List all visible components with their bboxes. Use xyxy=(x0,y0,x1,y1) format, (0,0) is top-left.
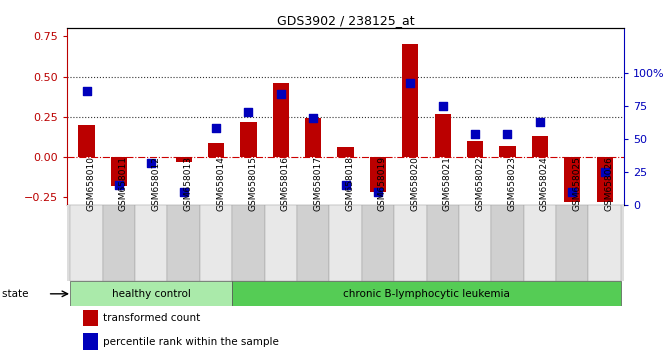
Point xyxy=(535,119,546,125)
Text: percentile rank within the sample: percentile rank within the sample xyxy=(103,337,279,347)
Bar xyxy=(70,281,232,306)
Bar xyxy=(305,119,321,157)
Bar xyxy=(70,205,103,281)
Text: GSM658012: GSM658012 xyxy=(151,156,160,211)
Text: GSM658018: GSM658018 xyxy=(346,156,354,211)
Bar xyxy=(200,205,232,281)
Text: GSM658026: GSM658026 xyxy=(605,156,613,211)
Point xyxy=(113,183,124,188)
Bar xyxy=(402,44,419,157)
Bar xyxy=(176,157,192,162)
Point xyxy=(178,189,189,195)
Point xyxy=(437,103,448,109)
Title: GDS3902 / 238125_at: GDS3902 / 238125_at xyxy=(276,14,415,27)
Bar xyxy=(523,205,556,281)
Text: GSM658011: GSM658011 xyxy=(119,156,128,211)
Bar xyxy=(467,141,483,157)
Bar xyxy=(240,122,256,157)
Bar xyxy=(103,205,135,281)
Text: healthy control: healthy control xyxy=(112,289,191,299)
Point xyxy=(81,88,92,94)
Text: GSM658022: GSM658022 xyxy=(475,156,484,211)
Bar xyxy=(427,205,459,281)
Bar xyxy=(111,157,127,186)
Bar xyxy=(338,147,354,157)
Bar xyxy=(435,114,451,157)
Text: GSM658021: GSM658021 xyxy=(443,156,452,211)
Bar xyxy=(297,205,329,281)
Bar xyxy=(264,205,297,281)
Bar xyxy=(459,205,491,281)
Point xyxy=(211,125,221,131)
Point xyxy=(243,109,254,115)
Text: GSM658024: GSM658024 xyxy=(540,156,549,211)
Point xyxy=(599,169,610,175)
Point xyxy=(308,115,319,120)
Text: GSM658015: GSM658015 xyxy=(248,156,258,211)
Bar xyxy=(83,333,98,350)
Text: GSM658020: GSM658020 xyxy=(411,156,419,211)
Point xyxy=(405,80,416,86)
Text: GSM658023: GSM658023 xyxy=(507,156,517,211)
Bar xyxy=(556,205,588,281)
Point xyxy=(372,189,383,195)
Bar xyxy=(329,205,362,281)
Bar xyxy=(370,157,386,193)
Point xyxy=(340,183,351,188)
Text: GSM658019: GSM658019 xyxy=(378,156,387,211)
Bar xyxy=(588,205,621,281)
Bar xyxy=(394,205,427,281)
Bar xyxy=(272,83,289,157)
Point xyxy=(275,91,286,97)
Text: GSM658016: GSM658016 xyxy=(280,156,290,211)
Bar xyxy=(79,125,95,157)
Bar xyxy=(499,146,515,157)
Bar xyxy=(83,309,98,326)
Text: GSM658013: GSM658013 xyxy=(184,156,193,211)
Bar xyxy=(232,205,264,281)
Bar xyxy=(208,143,224,157)
Text: GSM658010: GSM658010 xyxy=(87,156,95,211)
Bar xyxy=(168,205,200,281)
Bar xyxy=(491,205,523,281)
Point xyxy=(502,131,513,136)
Bar xyxy=(362,205,394,281)
Bar xyxy=(531,136,548,157)
Bar xyxy=(232,281,621,306)
Point xyxy=(470,131,480,136)
Bar xyxy=(564,157,580,202)
Point xyxy=(567,189,578,195)
Bar xyxy=(597,157,613,202)
Point xyxy=(146,160,156,166)
Text: chronic B-lymphocytic leukemia: chronic B-lymphocytic leukemia xyxy=(343,289,510,299)
Text: GSM658017: GSM658017 xyxy=(313,156,322,211)
Text: GSM658025: GSM658025 xyxy=(572,156,581,211)
Text: transformed count: transformed count xyxy=(103,313,201,323)
Text: GSM658014: GSM658014 xyxy=(216,156,225,211)
Bar xyxy=(135,205,168,281)
Text: disease state: disease state xyxy=(0,289,28,299)
